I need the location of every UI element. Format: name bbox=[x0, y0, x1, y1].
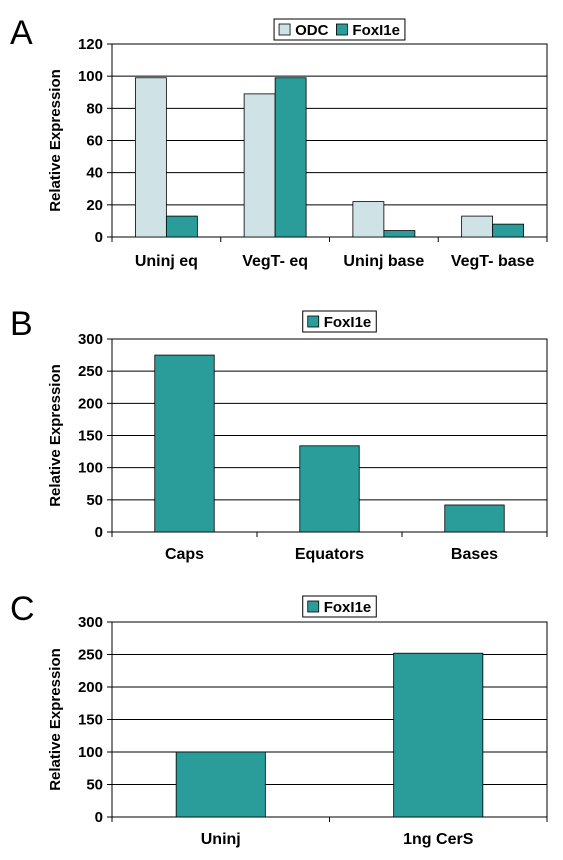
legend-box bbox=[302, 310, 377, 333]
chart-panel-a: A 0 20 40 60 80 100 120 Uninj eq VegT- eq Uninj b… bbox=[0, 0, 563, 290]
legend-swatch bbox=[307, 315, 320, 328]
x-category-label: VegT- base bbox=[451, 253, 535, 270]
panel-letter: A bbox=[10, 14, 33, 52]
y-tick-label: 0 bbox=[95, 809, 103, 826]
legend-box bbox=[302, 595, 377, 618]
bar bbox=[461, 215, 494, 238]
bar bbox=[393, 652, 484, 818]
legend-swatch bbox=[307, 600, 320, 613]
legend-label: FoxI1e bbox=[324, 314, 372, 331]
y-tick-label: 150 bbox=[78, 428, 103, 445]
x-category-label: Bases bbox=[451, 546, 498, 563]
chart-panel-b: B 0 50 100 150 200 250 300 Caps Equators Bases Rel… bbox=[0, 295, 563, 575]
y-tick-label: 250 bbox=[78, 363, 103, 380]
legend: ODC FoxI1e bbox=[273, 18, 406, 41]
panel-letter: C bbox=[10, 590, 35, 628]
bar bbox=[243, 93, 276, 238]
chart-b-svg: 0 50 100 150 200 250 300 Caps Equators Bases Relat… bbox=[47, 310, 548, 563]
x-category-label: VegT- eq bbox=[242, 253, 308, 270]
y-tick-label: 100 bbox=[78, 744, 103, 761]
y-tick-label: 100 bbox=[78, 460, 103, 477]
x-category-label: Uninj base bbox=[343, 253, 424, 270]
y-tick-label: 0 bbox=[95, 229, 103, 246]
y-tick-label: 20 bbox=[86, 197, 103, 214]
y-tick-label: 80 bbox=[86, 100, 103, 117]
bar bbox=[274, 77, 307, 238]
bar bbox=[444, 504, 505, 533]
bar bbox=[492, 223, 525, 238]
bar bbox=[134, 77, 167, 238]
legend-label: FoxI1e bbox=[324, 599, 372, 616]
chart-c-svg: 0 50 100 150 200 250 300 Uninj 1ng CerS Relative … bbox=[47, 595, 548, 848]
chart-panel-c: C 0 50 100 150 200 250 300 Uninj 1ng CerS Relativ… bbox=[0, 582, 563, 860]
bar bbox=[165, 215, 198, 238]
legend-label: FoxI1e bbox=[352, 22, 400, 39]
x-category-label: Uninj eq bbox=[135, 253, 198, 270]
chart-a-svg: 0 20 40 60 80 100 120 Uninj eq VegT- eq Uninj bas… bbox=[47, 18, 548, 270]
y-tick-label: 100 bbox=[78, 68, 103, 85]
y-tick-label: 50 bbox=[86, 777, 103, 794]
y-tick-label: 250 bbox=[78, 647, 103, 664]
legend: FoxI1e bbox=[302, 310, 377, 333]
y-tick-label: 200 bbox=[78, 395, 103, 412]
y-tick-label: 120 bbox=[78, 36, 103, 53]
y-tick-label: 0 bbox=[95, 524, 103, 541]
y-tick-label: 200 bbox=[78, 679, 103, 696]
x-category-label: Uninj bbox=[201, 831, 241, 848]
bar bbox=[383, 230, 416, 238]
legend: FoxI1e bbox=[302, 595, 377, 618]
bar bbox=[154, 354, 215, 533]
y-tick-label: 40 bbox=[86, 165, 103, 182]
y-tick-label: 50 bbox=[86, 492, 103, 509]
y-axis-label: Relative Expression bbox=[47, 364, 64, 507]
legend-swatch bbox=[278, 23, 291, 36]
x-category-label: Caps bbox=[165, 546, 204, 563]
y-tick-label: 300 bbox=[78, 614, 103, 631]
y-tick-label: 150 bbox=[78, 712, 103, 729]
y-axis-label: Relative Expression bbox=[47, 69, 64, 212]
x-category-label: Equators bbox=[295, 546, 364, 563]
y-tick-label: 60 bbox=[86, 133, 103, 150]
legend-label: ODC bbox=[295, 22, 329, 39]
x-category-label: 1ng CerS bbox=[403, 831, 474, 848]
legend-swatch bbox=[336, 23, 348, 36]
y-axis-label: Relative Expression bbox=[47, 648, 64, 791]
bar bbox=[175, 751, 266, 818]
bar bbox=[352, 201, 385, 238]
panel-letter: B bbox=[10, 305, 33, 343]
bar bbox=[299, 445, 360, 533]
y-tick-label: 300 bbox=[78, 331, 103, 348]
